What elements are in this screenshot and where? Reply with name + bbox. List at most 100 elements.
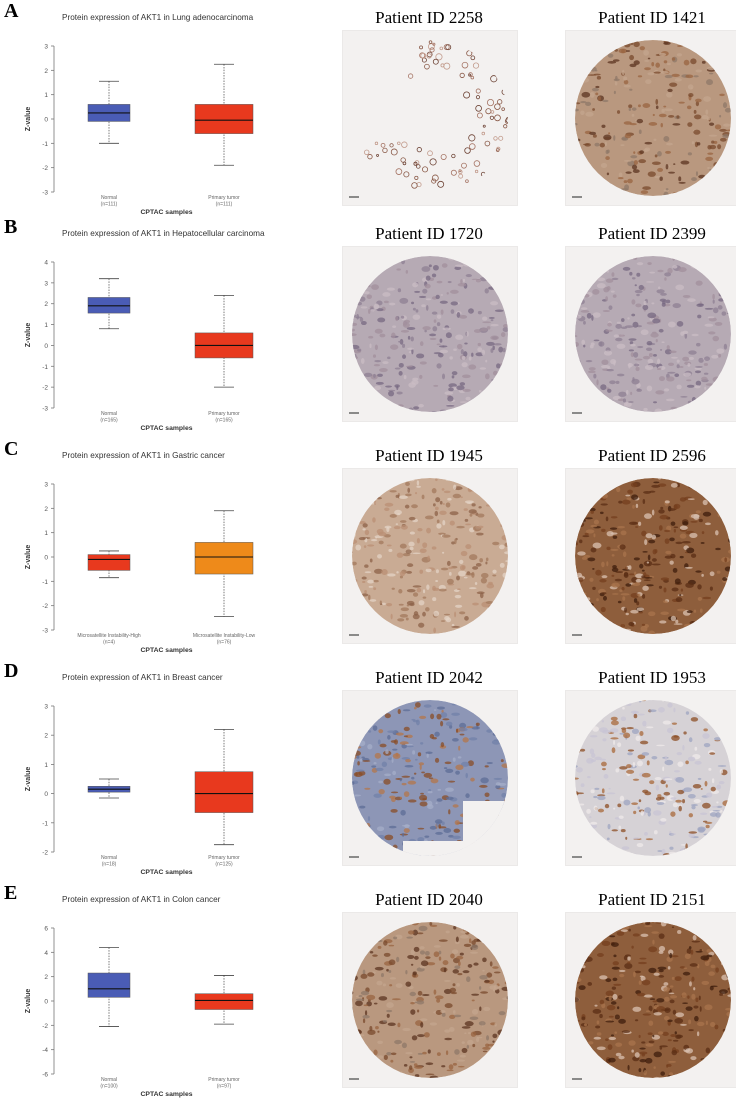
group-label: Normal [101,1077,117,1083]
group-label: Normal [101,411,117,417]
tissue-microarray-image [342,246,518,422]
y-tick-label: -3 [42,406,48,413]
patient-id-title: Patient ID 2596 [598,446,706,465]
group-n: (n=165) [215,418,233,424]
tissue-microarray-image [565,468,736,644]
box-0 [87,554,131,571]
tissue-microarray-image [342,30,518,206]
tissue-microarray-image [565,912,736,1088]
group-label: Normal [101,195,117,201]
group-n: (n=165) [100,418,118,424]
y-tick-label: 3 [44,280,48,287]
y-tick-label: -2 [42,385,48,392]
y-axis-label: Z-value [25,767,32,792]
group-label: Normal [101,855,117,861]
tissue-core [349,478,508,636]
y-tick-label: -1 [42,141,48,148]
y-tick-label: 0 [44,555,48,562]
panel-a: A Protein expression of AKT1 in Lung aden… [0,0,736,220]
tissue-microarray-image [565,690,736,866]
y-tick-label: 1 [44,530,48,537]
y-tick-label: 0 [44,117,48,124]
y-tick-label: -2 [42,850,48,857]
group-n: (n=111) [101,202,118,208]
y-tick-label: 4 [44,260,48,267]
y-tick-label: -3 [42,190,48,197]
box-plot: Protein expression of AKT1 in Breast can… [25,673,254,876]
y-axis-label: Z-value [25,323,32,348]
panel-letter: D [4,660,19,682]
tissue-microarray-image [342,468,518,644]
y-tick-label: 1 [44,762,48,769]
box-1 [194,104,254,134]
y-axis-label: Z-value [25,545,32,570]
y-tick-label: -4 [42,1047,48,1054]
y-tick-label: -1 [42,364,48,371]
group-n: (n=76) [217,640,232,646]
panel-b: B Protein expression of AKT1 in Hepatocel… [0,216,736,436]
group-label: Microsatellite Instability-High [77,633,141,639]
y-tick-label: 2 [44,301,48,308]
y-tick-label: 2 [44,733,48,740]
tissue-core [349,40,508,198]
box-1 [194,542,254,575]
group-label: Primary tumor [208,195,240,201]
chart-title: Protein expression of AKT1 in Hepatocell… [62,229,265,238]
patient-id-title: Patient ID 1945 [375,446,483,465]
box-0 [87,972,131,998]
tissue-microarray-image [565,246,736,422]
y-tick-label: 0 [44,999,48,1006]
tissue-core [349,700,508,858]
tissue-core [572,40,731,198]
patient-id-title: Patient ID 1720 [375,224,483,243]
x-axis-label: CPTAC samples [141,1091,193,1098]
y-tick-label: -2 [42,603,48,610]
chart-title: Protein expression of AKT1 in Lung adeno… [62,13,254,22]
y-tick-label: -3 [42,628,48,635]
y-tick-label: 3 [44,44,48,51]
panel-letter: C [4,438,19,460]
chart-title: Protein expression of AKT1 in Gastric ca… [62,451,225,460]
patient-id-title: Patient ID 1953 [598,668,706,687]
group-label: Primary tumor [208,1077,240,1083]
y-tick-label: -1 [42,820,48,827]
group-n: (n=97) [217,1084,232,1090]
x-axis-label: CPTAC samples [141,869,193,876]
y-tick-label: 3 [44,482,48,489]
y-tick-label: -2 [42,165,48,172]
group-label: Microsatellite Instability-Low [193,633,256,639]
y-tick-label: -2 [42,1023,48,1030]
panel-e: E Protein expression of AKT1 in Colon can… [0,882,736,1102]
chart-title: Protein expression of AKT1 in Colon canc… [62,895,221,904]
tissue-core [572,922,731,1080]
box-plot: Protein expression of AKT1 in Gastric ca… [25,451,256,654]
panel-letter: E [4,882,18,904]
tissue-microarray-image [565,30,736,206]
box-1 [194,771,254,813]
y-tick-label: 3 [44,704,48,711]
y-tick-label: 0 [44,343,48,350]
group-n: (n=4) [103,640,115,646]
y-tick-label: 2 [44,974,48,981]
y-tick-label: 4 [44,950,48,957]
patient-id-title: Patient ID 2151 [598,890,706,909]
y-axis-label: Z-value [25,107,32,132]
panel-letter: A [4,0,19,22]
y-tick-label: 0 [44,791,48,798]
tissue-core [572,478,731,636]
y-tick-label: 2 [44,68,48,75]
box-plot: Protein expression of AKT1 in Colon canc… [25,895,254,1098]
x-axis-label: CPTAC samples [141,209,193,216]
tissue-microarray-image [342,912,518,1088]
patient-id-title: Patient ID 1421 [598,8,706,27]
group-n: (n=100) [100,1084,118,1090]
tissue-microarray-image [342,690,518,866]
tissue-core [349,256,508,414]
patient-id-title: Patient ID 2042 [375,668,483,687]
group-label: Primary tumor [208,411,240,417]
group-label: Primary tumor [208,855,240,861]
y-tick-label: -1 [42,579,48,586]
y-axis-label: Z-value [25,989,32,1014]
y-tick-label: -6 [42,1072,48,1079]
y-tick-label: 2 [44,506,48,513]
